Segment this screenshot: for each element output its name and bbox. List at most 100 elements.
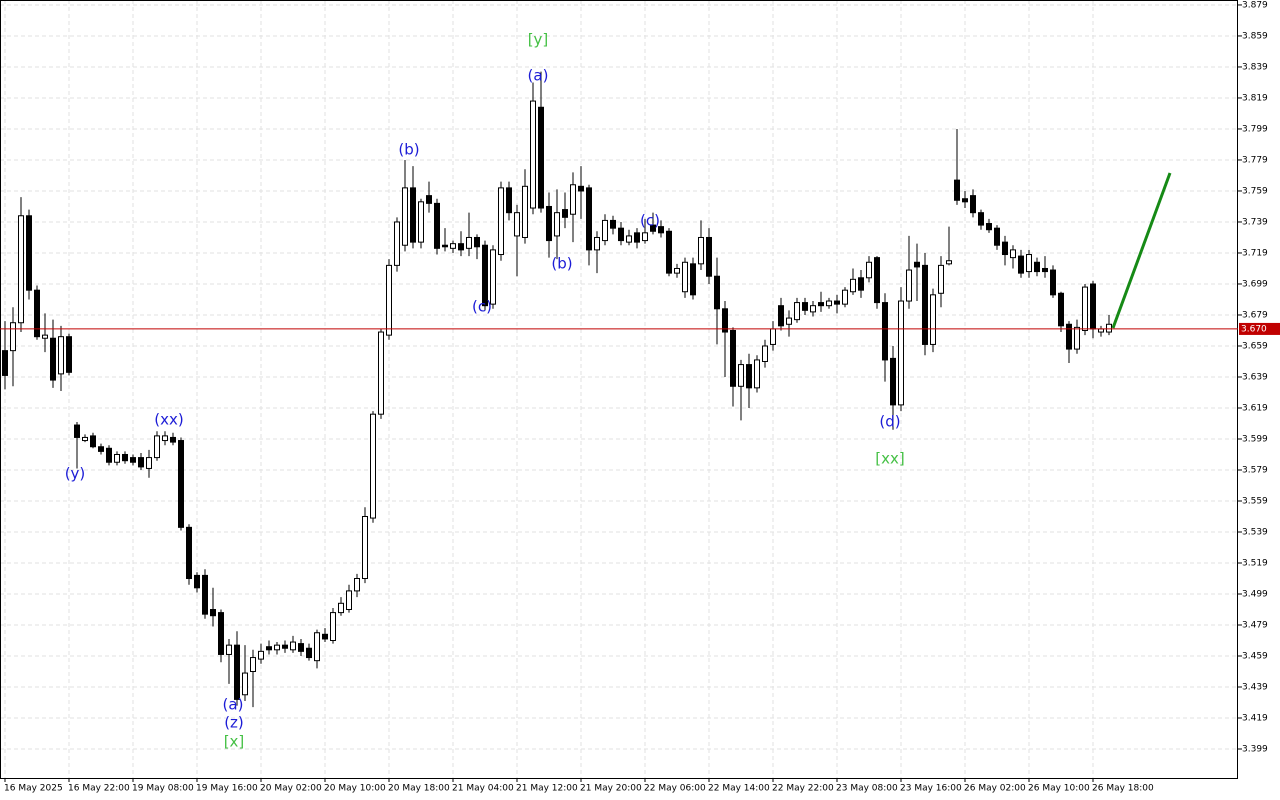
candle-body xyxy=(714,275,720,310)
candle-body xyxy=(34,289,40,338)
wave-label: (y) xyxy=(65,465,86,483)
candle-body xyxy=(1042,267,1048,273)
price-label: 3.670 xyxy=(1241,324,1267,334)
candle-body xyxy=(762,345,768,362)
y-tick-label: 3.459 xyxy=(1242,652,1268,662)
candle-body xyxy=(650,224,656,232)
candle-body xyxy=(418,201,424,243)
candle-body xyxy=(338,602,344,614)
candle-body xyxy=(514,212,520,237)
candle-body xyxy=(922,264,928,345)
wave-label: [x] xyxy=(224,733,245,751)
candle-body xyxy=(546,205,552,242)
candle-body xyxy=(210,609,216,617)
y-tick-label: 3.739 xyxy=(1242,217,1268,227)
candle-body xyxy=(346,590,352,611)
candle-body xyxy=(658,226,664,234)
candle-body xyxy=(122,453,128,462)
candle-body xyxy=(554,212,560,237)
price-label-box xyxy=(1239,322,1280,335)
x-tick-label: 16 May 22:00 xyxy=(68,784,130,794)
candle-body xyxy=(722,308,728,333)
y-tick-label: 3.579 xyxy=(1242,465,1268,475)
candle-body xyxy=(490,249,496,305)
candle-body xyxy=(1074,326,1080,350)
candle-body xyxy=(458,243,464,251)
candle-body xyxy=(330,612,336,642)
candle-body xyxy=(98,446,104,452)
x-tick-label: 20 May 10:00 xyxy=(324,784,386,794)
x-tick-label: 22 May 22:00 xyxy=(772,784,834,794)
x-tick-label: 21 May 20:00 xyxy=(580,784,642,794)
candle-body xyxy=(218,612,224,655)
wave-label: (b) xyxy=(551,255,572,273)
candle-body xyxy=(1050,269,1056,296)
x-tick-label: 26 May 10:00 xyxy=(1028,784,1090,794)
candle-body xyxy=(26,215,32,291)
candle-body xyxy=(626,235,632,243)
candle-body xyxy=(242,672,248,696)
candle-body xyxy=(66,336,72,373)
candle-body xyxy=(114,453,120,463)
y-tick-label: 3.399 xyxy=(1242,745,1268,755)
candle-body xyxy=(234,644,240,700)
candle-body xyxy=(530,100,536,209)
candle-body xyxy=(82,436,88,442)
candle-body xyxy=(1034,261,1040,273)
y-tick-label: 3.479 xyxy=(1242,621,1268,631)
candle-body xyxy=(858,277,864,291)
wave-label: (xx) xyxy=(154,411,183,429)
candle-body xyxy=(18,215,24,324)
candle-body xyxy=(834,300,840,305)
x-tick-label: 19 May 08:00 xyxy=(132,784,194,794)
x-tick-label: 22 May 14:00 xyxy=(708,784,770,794)
candle-body xyxy=(666,230,672,274)
forecast-line xyxy=(1111,172,1172,329)
x-tick-label: 22 May 06:00 xyxy=(644,784,706,794)
candle-body xyxy=(562,209,568,218)
candle-body xyxy=(962,198,968,203)
candle-body xyxy=(1002,241,1008,256)
candle-body xyxy=(170,436,176,443)
x-tick-label: 20 May 02:00 xyxy=(260,784,322,794)
candle-body xyxy=(682,261,688,293)
candle-body xyxy=(618,227,624,242)
candle-body xyxy=(882,302,888,361)
x-tick-label: 21 May 12:00 xyxy=(516,784,578,794)
candle-body xyxy=(274,644,280,651)
candle-body xyxy=(226,644,232,655)
candle-body xyxy=(58,336,64,375)
candle-body xyxy=(426,195,432,204)
y-tick-label: 3.839 xyxy=(1242,62,1268,72)
candle-body xyxy=(570,184,576,215)
candle-body xyxy=(698,236,704,265)
candle-body xyxy=(1058,292,1064,327)
candles xyxy=(2,71,1112,708)
candle-body xyxy=(802,302,808,311)
candle-body xyxy=(898,300,904,406)
candle-body xyxy=(1106,323,1112,333)
candle-body xyxy=(50,337,56,381)
wave-label: (c) xyxy=(640,212,660,230)
candle-body xyxy=(690,263,696,296)
candle-body xyxy=(154,435,160,459)
candle-body xyxy=(186,526,192,580)
candle-body xyxy=(74,424,80,438)
wave-label: (c) xyxy=(472,298,492,316)
candle-body xyxy=(826,300,832,307)
candle-body xyxy=(538,106,544,209)
candle-body xyxy=(1066,323,1072,350)
candle-body xyxy=(482,244,488,307)
y-tick-label: 3.639 xyxy=(1242,372,1268,382)
candle-body xyxy=(754,359,760,389)
candle-body xyxy=(250,657,256,673)
candle-body xyxy=(874,257,880,304)
candle-body xyxy=(610,219,616,229)
candle-body xyxy=(594,236,600,251)
candle-body xyxy=(954,179,960,201)
candle-body xyxy=(322,633,328,640)
x-tick-label: 23 May 16:00 xyxy=(900,784,962,794)
y-tick-label: 3.879 xyxy=(1242,0,1268,10)
candle-body xyxy=(442,244,448,248)
